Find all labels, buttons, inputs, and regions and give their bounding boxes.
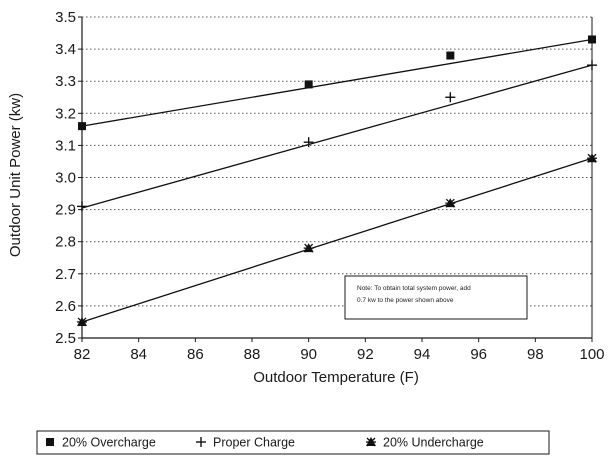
x-tick-label: 82 [74,346,91,363]
x-tick-label: 84 [130,346,147,363]
note-line-2: 0.7 kw to the power shown above [357,297,454,304]
x-tick-label: 86 [187,346,204,363]
y-tick-label: 3.2 [55,105,76,122]
x-tick-label: 92 [357,346,374,363]
y-tick-label: 3.3 [55,73,76,90]
axes [78,16,593,342]
data-point-2-2 [445,198,456,208]
legend-box [36,430,550,455]
y-axis-title: Outdoor Unit Power (kw) [7,93,24,257]
y-tick-label: 3.5 [55,9,76,26]
y-tick-label: 2.5 [55,330,76,347]
y-tick-label: 2.9 [55,202,76,219]
y-tick-label: 2.6 [55,298,76,315]
data-point-2-3 [587,153,597,163]
x-tick-label: 98 [527,346,544,363]
series-line-2 [81,157,593,323]
y-tick-label: 3.4 [55,41,76,58]
legend-marker-0 [46,438,54,446]
data-point-0-2 [446,51,455,60]
y-tick-label: 2.7 [55,266,76,283]
legend-label-0: 20% Overcharge [62,436,156,450]
legend: 20% Overcharge Proper Charge 20% Underchar… [36,430,550,455]
note-line-1: Note: To obtain total system power, add [357,285,471,292]
data-point-0-1 [304,80,313,89]
y-tick-label: 3.0 [55,170,76,187]
legend-marker-2 [366,437,376,447]
data-point-1-2 [445,92,456,103]
x-tick-label: 100 [579,346,604,363]
x-tick-label: 94 [414,346,431,363]
data-point-1-1 [303,137,314,148]
gridlines [82,16,592,307]
data-point-1-0 [77,201,87,212]
data-markers [77,35,597,327]
legend-marker-1 [196,437,206,447]
x-tick-labels: 82 84 86 88 90 92 94 96 98 100 [74,346,605,363]
note-box: Note: To obtain total system power, add … [344,275,528,320]
data-point-0-0 [78,122,86,131]
data-point-2-0 [77,316,87,327]
y-tick-labels: 2.5 2.6 2.7 2.8 2.9 3.0 3.1 3.2 3.3 3.4 3.5 [55,9,76,347]
data-point-0-3 [588,35,596,44]
y-tick-label: 3.1 [55,137,76,154]
series-line-1 [81,64,593,209]
data-point-2-1 [303,243,314,253]
x-axis-title: Outdoor Temperature (F) [253,369,419,386]
series-line-0 [81,38,593,127]
y-tick-label: 2.8 [55,234,76,251]
x-tick-label: 96 [470,346,487,363]
legend-label-1: Proper Charge [213,436,295,450]
legend-label-2: 20% Undercharge [383,436,484,450]
x-tick-label: 90 [300,346,317,363]
x-tick-label: 88 [244,346,261,363]
data-point-1-3 [587,60,597,71]
fit-lines [81,38,593,323]
